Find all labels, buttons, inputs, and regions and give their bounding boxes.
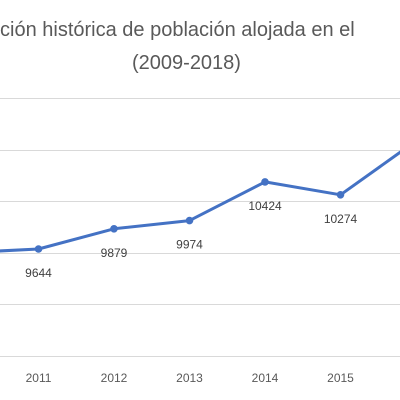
x-tick-label: 2013 bbox=[176, 371, 203, 385]
data-label: 10424 bbox=[248, 199, 282, 213]
data-point bbox=[336, 191, 345, 199]
data-point bbox=[110, 225, 118, 233]
grid-layer bbox=[0, 98, 400, 305]
x-tick-layer: 201120122013201420152 bbox=[26, 371, 355, 385]
data-label: 9644 bbox=[25, 266, 52, 280]
data-label-layer: 964498799974104241027410 bbox=[25, 199, 358, 280]
data-point bbox=[261, 178, 269, 186]
x-tick-label: 2014 bbox=[252, 371, 279, 385]
data-point bbox=[34, 245, 43, 253]
data-point bbox=[185, 216, 194, 225]
data-label: 10274 bbox=[324, 212, 358, 226]
data-label: 9974 bbox=[176, 238, 203, 252]
chart-title-line1: ción histórica de población alojada en e… bbox=[0, 19, 355, 41]
chart-title-line2: (2009-2018) bbox=[132, 52, 241, 74]
data-label: 9879 bbox=[101, 246, 128, 260]
x-tick-label: 2011 bbox=[26, 371, 52, 385]
x-tick-label: 2012 bbox=[101, 371, 128, 385]
x-tick-label: 2015 bbox=[327, 371, 354, 385]
series-marker-layer bbox=[34, 178, 345, 253]
chart-title: ción histórica de población alojada en e… bbox=[0, 14, 400, 78]
